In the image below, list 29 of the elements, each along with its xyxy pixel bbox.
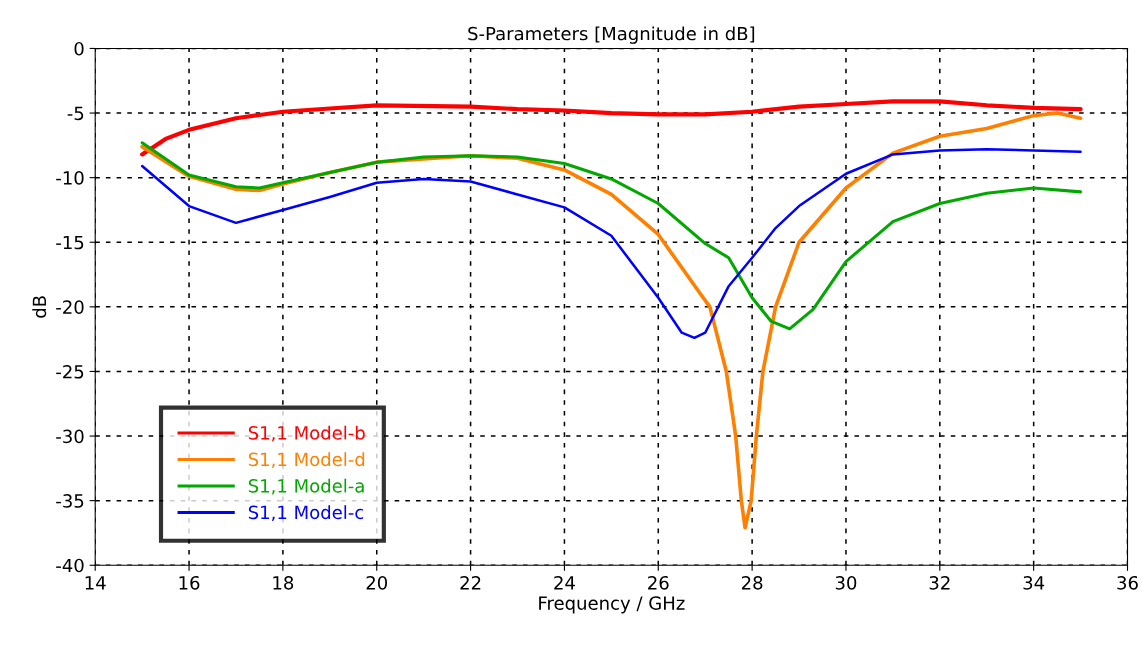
y-tick-label: -10 <box>56 171 84 185</box>
y-tick-label: -20 <box>56 300 84 314</box>
x-tick-label: 28 <box>741 575 763 590</box>
x-tick-label: 30 <box>835 575 857 590</box>
x-tick-label: 24 <box>554 575 575 590</box>
chart-title: S-Parameters [Magnitude in dB] <box>468 26 755 44</box>
x-tick-label: 14 <box>85 576 106 590</box>
y-axis-title: dB <box>32 296 47 318</box>
x-tick-label: 36 <box>1117 575 1138 590</box>
y-tick-label: -25 <box>56 364 84 379</box>
line-series <box>140 99 1083 157</box>
legend-label: S1,1 Model-a <box>248 478 364 495</box>
y-tick-label: -35 <box>56 494 84 508</box>
x-tick-label: 20 <box>366 575 388 590</box>
x-tick-label: 32 <box>929 575 950 590</box>
y-tick-label: 0 <box>74 41 84 56</box>
legend-label: S1,1 Model-d <box>248 452 365 468</box>
x-axis-title: Frequency / GHz <box>539 596 685 614</box>
x-tick-label: 26 <box>648 575 669 590</box>
x-tick-label: 34 <box>1023 575 1045 590</box>
y-tick-label: -40 <box>56 558 84 573</box>
y-tick-label: -15 <box>56 235 84 250</box>
legend-label: S1,1 Model-c <box>248 505 364 522</box>
x-tick-label: 18 <box>273 575 294 590</box>
x-tick-label: 16 <box>179 575 200 590</box>
y-tick-label: -5 <box>67 106 84 121</box>
x-tick-label: 22 <box>460 575 481 590</box>
legend-label: S1,1 Model-b <box>248 425 365 442</box>
y-tick-label: -30 <box>56 429 84 444</box>
